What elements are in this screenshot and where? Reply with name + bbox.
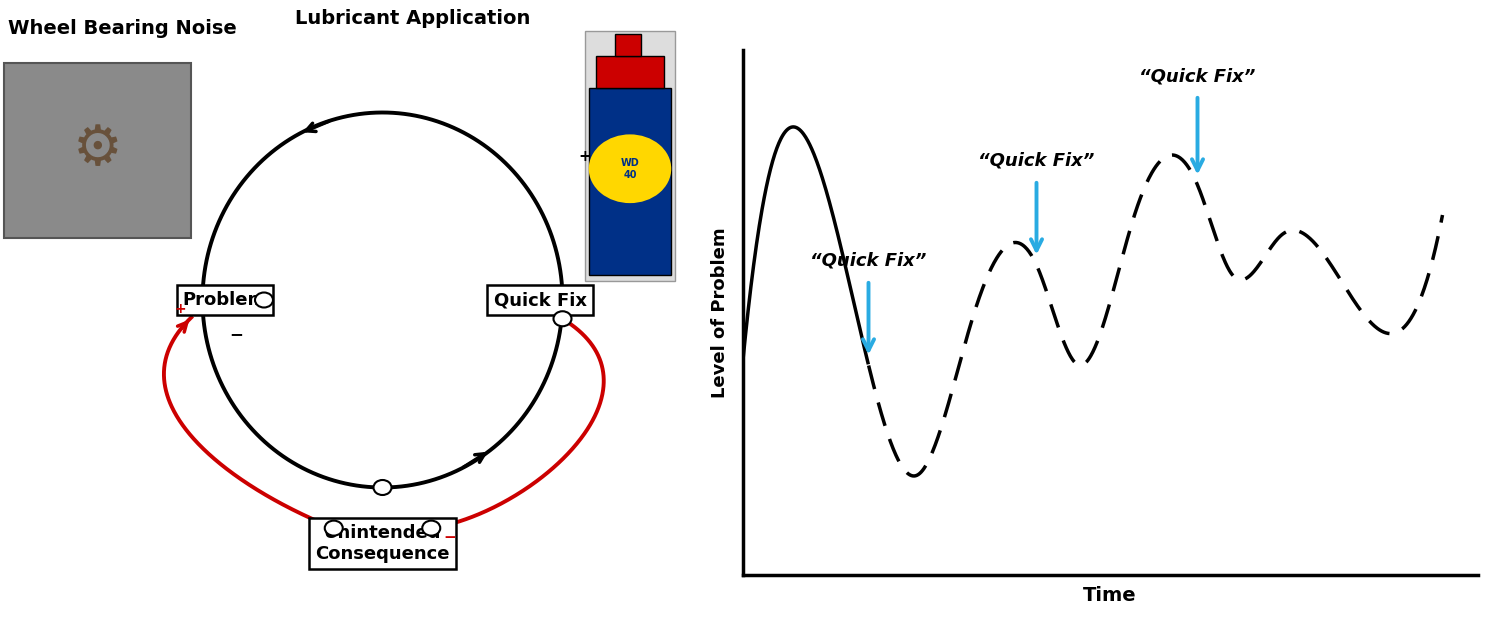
Text: WD
40: WD 40	[621, 158, 639, 179]
Circle shape	[554, 311, 572, 326]
FancyBboxPatch shape	[3, 62, 192, 238]
Text: Lubricant Application: Lubricant Application	[296, 9, 530, 28]
FancyBboxPatch shape	[596, 56, 663, 88]
Text: +: +	[579, 149, 591, 164]
Text: “Quick Fix”: “Quick Fix”	[810, 252, 927, 270]
Text: “Quick Fix”: “Quick Fix”	[978, 152, 1095, 170]
Text: −: −	[230, 326, 243, 343]
Y-axis label: Level of Problem: Level of Problem	[711, 227, 729, 398]
FancyBboxPatch shape	[585, 31, 675, 281]
FancyBboxPatch shape	[588, 88, 672, 275]
Text: −: −	[444, 530, 456, 545]
Text: Quick Fix: Quick Fix	[494, 291, 586, 309]
Text: “Quick Fix”: “Quick Fix”	[1140, 67, 1256, 85]
Circle shape	[255, 292, 273, 308]
X-axis label: Time: Time	[1083, 586, 1137, 605]
Text: +: +	[174, 302, 186, 316]
Text: ⚙: ⚙	[72, 123, 123, 177]
Circle shape	[374, 480, 392, 495]
FancyBboxPatch shape	[615, 34, 640, 56]
Text: Wheel Bearing Noise: Wheel Bearing Noise	[8, 19, 237, 38]
Circle shape	[324, 521, 342, 536]
Text: Unintended
Consequence: Unintended Consequence	[315, 524, 450, 563]
Circle shape	[423, 521, 441, 536]
Text: Problem: Problem	[183, 291, 267, 309]
Circle shape	[588, 134, 672, 203]
